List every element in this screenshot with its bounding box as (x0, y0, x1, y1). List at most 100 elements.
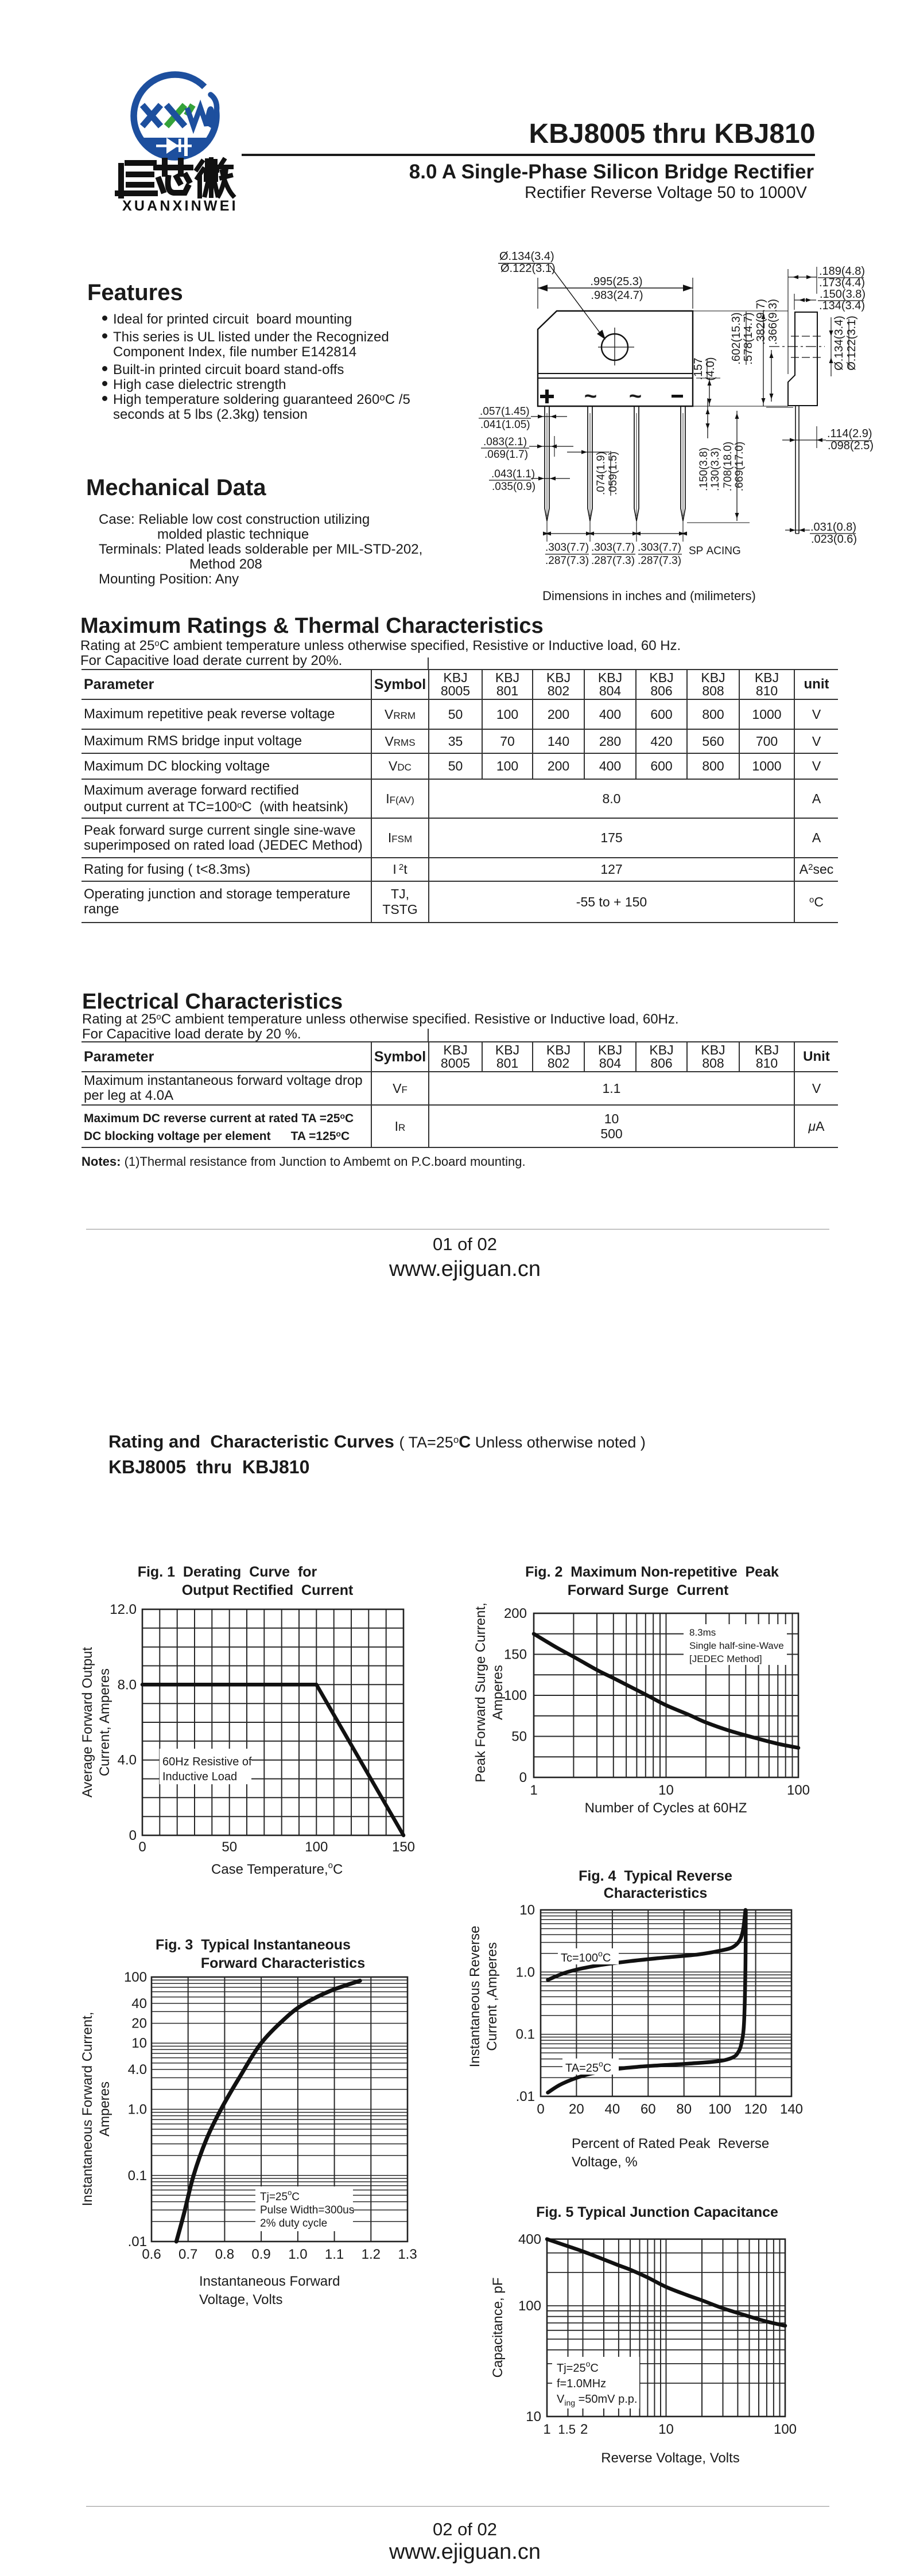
svg-text:Fig. 1 Derating Curve for: Fig. 1 Derating Curve for (138, 1564, 317, 1580)
svg-text:60: 60 (641, 2102, 656, 2117)
svg-text:.287(7.3): .287(7.3) (591, 555, 635, 567)
svg-text:Ving =50mV p.p.: Ving =50mV p.p. (557, 2393, 637, 2407)
svg-text:Number of Cycles at 60HZ: Number of Cycles at 60HZ (585, 1800, 747, 1816)
svg-text:.057(1.45): .057(1.45) (480, 406, 530, 418)
svg-text:Average Forward Output: Average Forward Output (80, 1647, 95, 1797)
svg-text:(4.0): (4.0) (704, 357, 717, 380)
svg-text:140: 140 (780, 2102, 803, 2117)
svg-text:60Hz Resistive of: 60Hz Resistive of (162, 1756, 252, 1768)
svg-text:.083(2.1): .083(2.1) (483, 436, 527, 448)
svg-text:1.3: 1.3 (398, 2247, 417, 2262)
svg-text:.031(0.8): .031(0.8) (810, 521, 856, 534)
svg-text:Inductive Load: Inductive Load (162, 1770, 237, 1783)
svg-text:.602(15.3): .602(15.3) (730, 312, 743, 364)
svg-text:[JEDEC Method]: [JEDEC Method] (689, 1653, 762, 1664)
svg-text:40: 40 (605, 2102, 620, 2117)
svg-text:SP ACING: SP ACING (689, 545, 741, 557)
svg-text:0.6: 0.6 (142, 2247, 161, 2262)
svg-text:50: 50 (511, 1729, 527, 1745)
svg-text:10: 10 (658, 1783, 674, 1798)
svg-text:~: ~ (629, 384, 642, 408)
svg-text:20: 20 (569, 2102, 584, 2117)
svg-text:100: 100 (774, 2422, 797, 2437)
svg-text:.150(3.8): .150(3.8) (820, 288, 866, 301)
svg-text:Amperes: Amperes (490, 1665, 506, 1720)
svg-text:100: 100 (708, 2102, 731, 2117)
svg-text:1.1: 1.1 (325, 2247, 344, 2262)
svg-text:.023(0.6): .023(0.6) (811, 533, 857, 546)
svg-text:.708(18.0): .708(18.0) (722, 442, 734, 492)
svg-text:1: 1 (530, 1783, 537, 1798)
svg-text:4.0: 4.0 (118, 1753, 137, 1768)
svg-text:.069(1.7): .069(1.7) (484, 449, 528, 461)
svg-text:Instantaneous Reverse: Instantaneous Reverse (467, 1926, 483, 2068)
svg-text:Pulse Width=300us: Pulse Width=300us (260, 2204, 354, 2216)
svg-text:TA=25oC: TA=25oC (565, 2059, 611, 2075)
svg-text:Current, Amperes: Current, Amperes (97, 1668, 112, 1776)
svg-text:.150(3.8): .150(3.8) (698, 448, 710, 491)
svg-text:8.0: 8.0 (118, 1677, 137, 1692)
svg-text:.382(9.7): .382(9.7) (755, 299, 767, 345)
svg-text:Percent of Rated Peak Reverse: Percent of Rated Peak Reverse (572, 2136, 769, 2151)
svg-text:.098(2.5): .098(2.5) (828, 439, 874, 452)
svg-text:.287(7.3): .287(7.3) (545, 555, 589, 567)
svg-text:.983(24.7): .983(24.7) (591, 289, 643, 302)
svg-text:Case Temperature,oC: Case Temperature,oC (211, 1861, 343, 1877)
svg-text:.173(4.4): .173(4.4) (819, 277, 865, 289)
svg-text:0.9: 0.9 (251, 2247, 270, 2262)
svg-text:.074(1.9): .074(1.9) (595, 452, 607, 495)
svg-text:.303(7.7): .303(7.7) (591, 542, 635, 554)
svg-text:.035(0.9): .035(0.9) (492, 481, 535, 493)
svg-text:.130(3.3): .130(3.3) (709, 448, 721, 491)
svg-text:0.1: 0.1 (128, 2168, 147, 2184)
svg-text:0.1: 0.1 (516, 2027, 535, 2042)
svg-text:10: 10 (131, 2036, 147, 2051)
svg-text:4.0: 4.0 (128, 2062, 147, 2077)
svg-text:Capacitance, pF: Capacitance, pF (490, 2278, 506, 2378)
svg-text:.366(9.3): .366(9.3) (767, 299, 779, 345)
svg-text:Ø.134(3.4): Ø.134(3.4) (499, 250, 554, 263)
svg-text:Single half-sine-Wave: Single half-sine-Wave (689, 1640, 784, 1651)
svg-text:100: 100 (504, 1688, 527, 1703)
svg-text:.157: .157 (692, 358, 705, 380)
svg-text:0.7: 0.7 (178, 2247, 197, 2262)
svg-text:Voltage, Volts: Voltage, Volts (199, 2292, 282, 2307)
svg-text:1.0: 1.0 (128, 2102, 147, 2118)
svg-text:Tc=100oC: Tc=100oC (561, 1949, 611, 1964)
svg-text:Reverse Voltage, Volts: Reverse Voltage, Volts (601, 2450, 739, 2466)
svg-text:Fig. 5 Typical Junction Capaci: Fig. 5 Typical Junction Capacitance (536, 2204, 778, 2220)
svg-text:150: 150 (392, 1839, 415, 1855)
svg-text:.134(3.4): .134(3.4) (819, 299, 865, 312)
svg-text:.043(1.1): .043(1.1) (491, 468, 535, 480)
svg-text:.303(7.7): .303(7.7) (638, 542, 681, 554)
svg-text:20: 20 (131, 2016, 147, 2032)
svg-text:0: 0 (138, 1839, 146, 1855)
svg-text:.01: .01 (128, 2234, 147, 2250)
svg-text:1: 1 (543, 2422, 550, 2437)
svg-text:Output Rectified Current: Output Rectified Current (182, 1582, 354, 1598)
svg-text:Forward Characteristics: Forward Characteristics (201, 1955, 365, 1971)
svg-text:.303(7.7): .303(7.7) (545, 542, 589, 554)
svg-text:Peak Forward Surge Current,: Peak Forward Surge Current, (473, 1602, 488, 1782)
svg-text:Instantaneous Forward: Instantaneous Forward (199, 2274, 340, 2289)
svg-text:.189(4.8): .189(4.8) (819, 265, 865, 278)
svg-text:Forward Surge Current: Forward Surge Current (568, 1582, 729, 1598)
svg-text:0: 0 (519, 1770, 527, 1785)
svg-text:100: 100 (787, 1783, 810, 1798)
svg-text:Amperes: Amperes (97, 2081, 112, 2137)
svg-text:400: 400 (518, 2232, 541, 2247)
svg-text:10: 10 (526, 2409, 541, 2425)
svg-text:Current ,Amperes: Current ,Amperes (484, 1942, 500, 2050)
svg-text:80: 80 (676, 2102, 692, 2117)
svg-text:Ø.134(3.4): Ø.134(3.4) (833, 316, 845, 371)
svg-text:Characteristics: Characteristics (604, 1885, 708, 1901)
svg-text:100: 100 (305, 1839, 328, 1855)
svg-text:0.8: 0.8 (215, 2247, 234, 2262)
svg-text:.287(7.3): .287(7.3) (638, 555, 681, 567)
svg-text:200: 200 (504, 1606, 527, 1621)
svg-text:.669(17.0): .669(17.0) (734, 442, 746, 492)
svg-text:100: 100 (518, 2298, 541, 2314)
svg-text:Fig. 2 Maximum Non-repetitive: Fig. 2 Maximum Non-repetitive Peak (525, 1564, 779, 1580)
svg-text:.114(2.9): .114(2.9) (827, 427, 872, 440)
svg-text:.041(1.05): .041(1.05) (480, 419, 530, 431)
